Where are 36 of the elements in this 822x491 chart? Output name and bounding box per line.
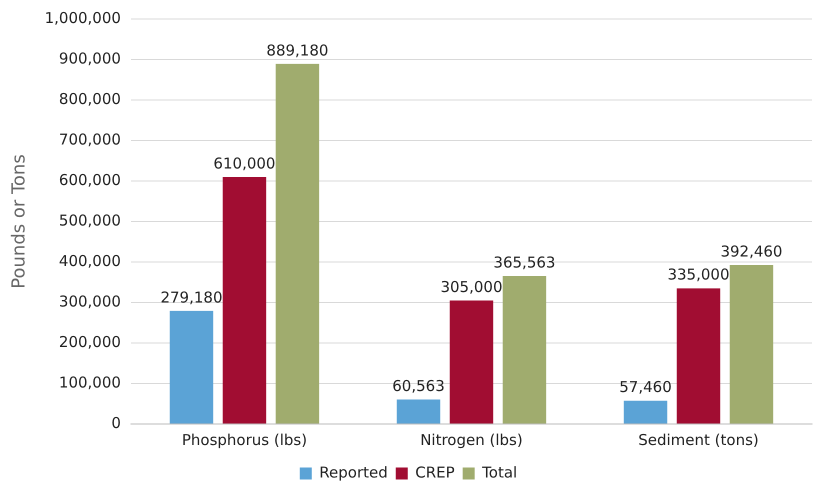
legend-label: CREP [415,463,455,482]
data-label: 335,000 [667,266,730,284]
bar [396,399,440,424]
data-label: 305,000 [440,278,502,296]
data-label: 610,000 [213,154,276,172]
y-tick-label: 900,000 [58,49,121,68]
data-label: 392,460 [720,242,782,260]
y-tick-label: 700,000 [58,130,121,148]
y-tick-label: 800,000 [58,90,121,108]
y-tick-label: 0 [111,414,121,432]
bar [730,265,774,424]
bar [276,64,320,424]
bar [170,310,214,424]
data-label: 279,180 [160,288,222,306]
y-tick-label: 100,000 [58,373,121,392]
data-label: 365,563 [493,253,556,272]
y-tick-label: 300,000 [58,292,121,310]
x-tick-label: Sediment (tons) [638,430,759,449]
data-label: 57,460 [619,378,672,396]
y-tick-label: 200,000 [58,332,121,351]
y-tick-label: 500,000 [58,211,121,230]
bar [222,176,266,424]
bar [624,400,668,424]
y-axis-title: Pounds or Tons [8,154,30,289]
bar [502,276,546,424]
data-label: 889,180 [266,41,328,60]
bar [450,300,494,424]
x-tick-label: Nitrogen (lbs) [420,430,523,449]
data-label: 60,563 [392,376,445,395]
legend-label: Total [481,463,518,482]
y-tick-label: 400,000 [58,252,121,270]
legend-label: Reported [319,463,388,482]
y-tick-label: 1,000,000 [44,8,121,27]
x-tick-label: Phosphorus (lbs) [182,430,308,449]
y-tick-label: 600,000 [58,170,121,189]
bar [676,288,720,424]
